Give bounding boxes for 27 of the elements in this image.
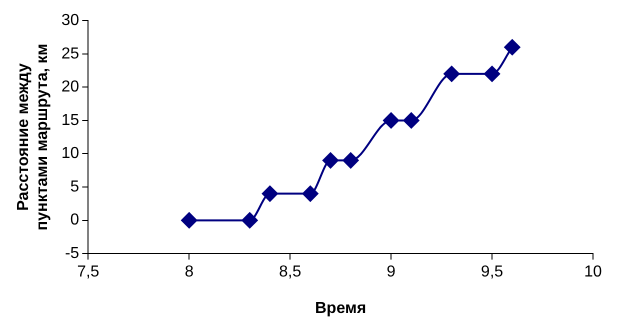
y-tick-label: 10 <box>61 145 80 162</box>
point <box>444 66 460 82</box>
point <box>383 112 400 128</box>
y-tick-label: 30 <box>61 12 80 30</box>
y-axis-title: Расстояние между пунктами маршрута, км <box>15 44 52 231</box>
point <box>322 152 339 168</box>
y-tick-label: 20 <box>61 78 80 96</box>
point <box>403 112 420 128</box>
point <box>181 212 198 228</box>
y-tick-label: -5 <box>64 245 80 262</box>
point <box>302 186 318 202</box>
x-tick-label: 9 <box>386 264 396 281</box>
x-tick-label: 7,5 <box>77 264 100 281</box>
y-tick-label: 25 <box>61 45 80 62</box>
y-tick-label: 0 <box>70 212 80 229</box>
point <box>262 186 278 202</box>
y-tick-label: 15 <box>61 112 80 129</box>
x-tick-label: 8,5 <box>278 264 302 281</box>
x-tick-label: 8 <box>184 264 194 281</box>
y-tick-label: 5 <box>70 178 80 196</box>
point <box>504 39 520 56</box>
x-tick-label: 10 <box>584 264 602 281</box>
point <box>484 66 500 82</box>
point <box>342 152 359 168</box>
x-axis-title: Время <box>315 300 366 317</box>
point <box>242 212 258 228</box>
x-tick-label: 9,5 <box>480 264 504 281</box>
